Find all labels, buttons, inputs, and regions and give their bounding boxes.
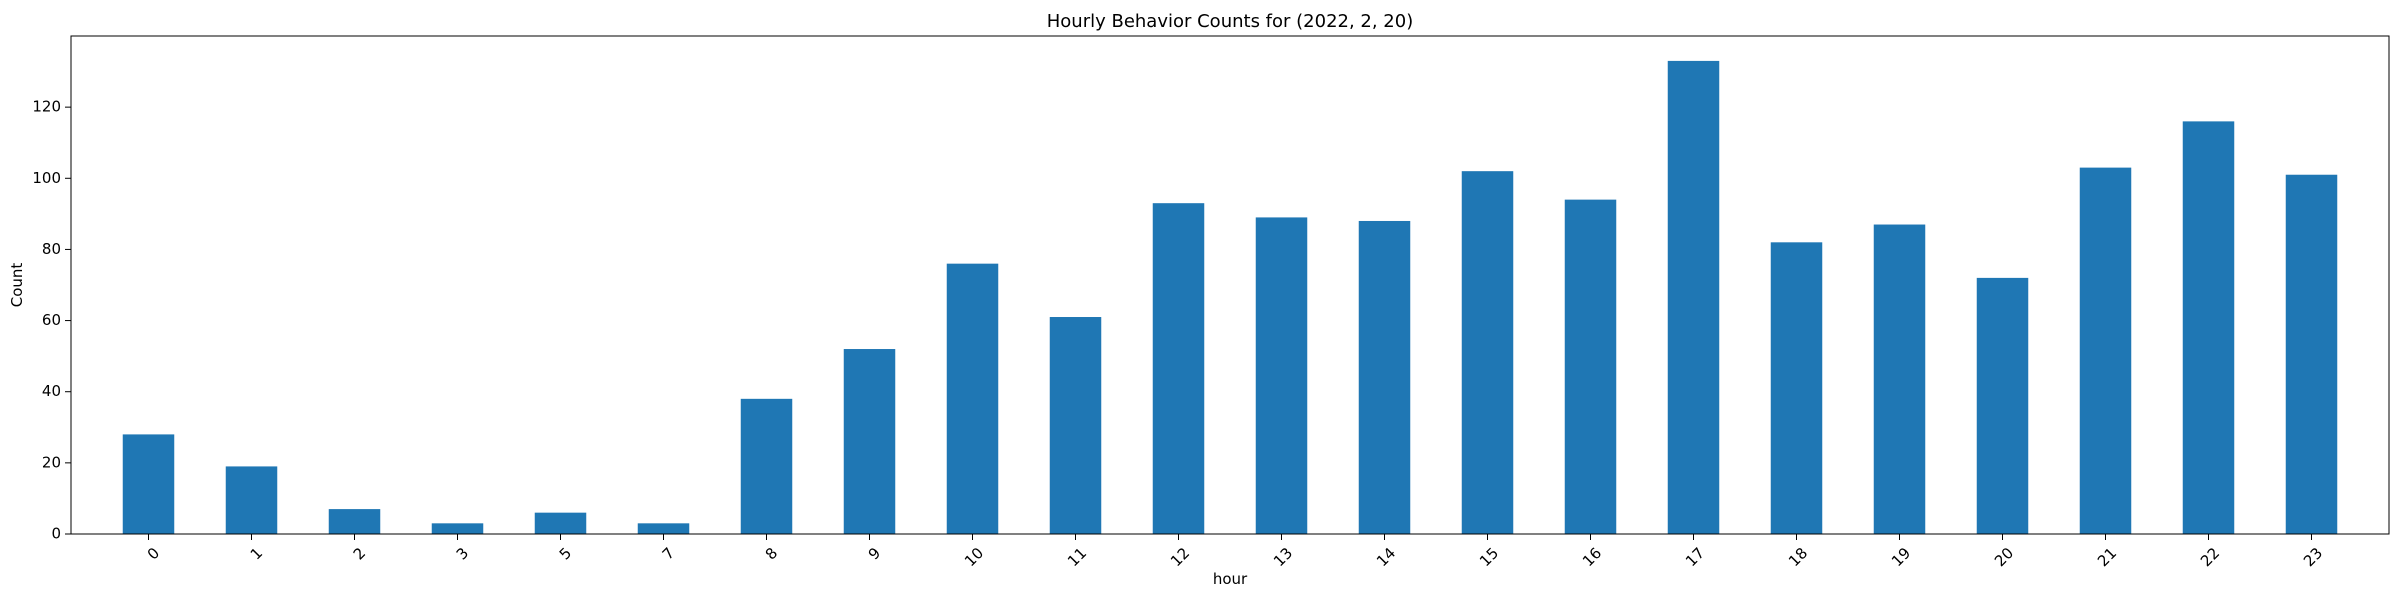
x-tick-label: 19	[1888, 544, 1914, 570]
x-tick-label: 7	[659, 544, 678, 563]
bar-hour-14	[1358, 220, 1411, 534]
bar-hour-23	[2285, 174, 2338, 534]
bar-hour-21	[2079, 167, 2132, 534]
y-tick-label: 80	[42, 240, 61, 258]
bar-hour-15	[1461, 171, 1514, 534]
x-tick-label: 15	[1476, 544, 1502, 570]
bars	[122, 60, 2338, 535]
x-tick-label: 10	[961, 544, 987, 570]
x-axis: 0 1 2 3 5 7 8 9 10 11 12 13 14 15 16 17 18 19 20 21 22 23	[144, 534, 2326, 570]
x-tick-label: 5	[556, 544, 575, 563]
bar-hour-22	[2182, 121, 2235, 534]
x-tick-label: 0	[144, 544, 163, 563]
chart-title: Hourly Behavior Counts for (2022, 2, 20)	[1047, 11, 1414, 32]
bar-hour-3	[431, 523, 484, 534]
bar-hour-2	[328, 509, 381, 534]
x-tick-label: 13	[1270, 544, 1296, 570]
x-tick-label: 12	[1167, 544, 1193, 570]
x-tick-label: 21	[2094, 544, 2120, 570]
bar-hour-11	[1049, 317, 1102, 534]
y-tick-label: 20	[42, 453, 61, 471]
bar-hour-18	[1770, 242, 1823, 535]
bar-hour-0	[122, 434, 175, 534]
bar-hour-8	[740, 398, 793, 534]
x-axis-label: hour	[1213, 570, 1248, 588]
bar-hour-5	[534, 512, 587, 534]
bar-hour-20	[1976, 277, 2029, 534]
bar-hour-13	[1255, 217, 1308, 534]
bar-hour-7	[637, 523, 690, 534]
bar-hour-1	[225, 466, 278, 534]
x-tick-label: 9	[865, 544, 884, 563]
x-tick-label: 8	[762, 544, 781, 563]
bar-hour-16	[1564, 199, 1617, 534]
x-tick-label: 23	[2300, 544, 2326, 570]
x-tick-label: 20	[1991, 544, 2017, 570]
x-tick-label: 17	[1682, 544, 1708, 570]
x-tick-label: 3	[453, 544, 472, 563]
bar-hour-19	[1873, 224, 1926, 534]
x-tick-label: 11	[1064, 544, 1090, 570]
y-tick-label: 120	[32, 98, 61, 116]
bar-hour-9	[843, 349, 896, 534]
x-tick-label: 14	[1373, 544, 1399, 570]
x-tick-label: 2	[350, 544, 369, 563]
y-axis: 0 20 40 60 80 100 120	[32, 98, 71, 543]
x-tick-label: 22	[2197, 544, 2223, 570]
y-tick-label: 100	[32, 169, 61, 187]
plot-area	[70, 35, 2390, 535]
x-tick-label: 16	[1579, 544, 1605, 570]
y-tick-label: 40	[42, 382, 61, 400]
y-axis-label: Count	[8, 263, 26, 308]
bar-hour-12	[1152, 203, 1205, 534]
bar-hour-10	[946, 263, 999, 534]
y-tick-label: 0	[51, 525, 61, 543]
plot-frame	[70, 35, 2390, 535]
bar-hour-17	[1667, 60, 1720, 535]
x-tick-label: 1	[247, 544, 266, 563]
y-tick-label: 60	[42, 311, 61, 329]
x-tick-label: 18	[1785, 544, 1811, 570]
